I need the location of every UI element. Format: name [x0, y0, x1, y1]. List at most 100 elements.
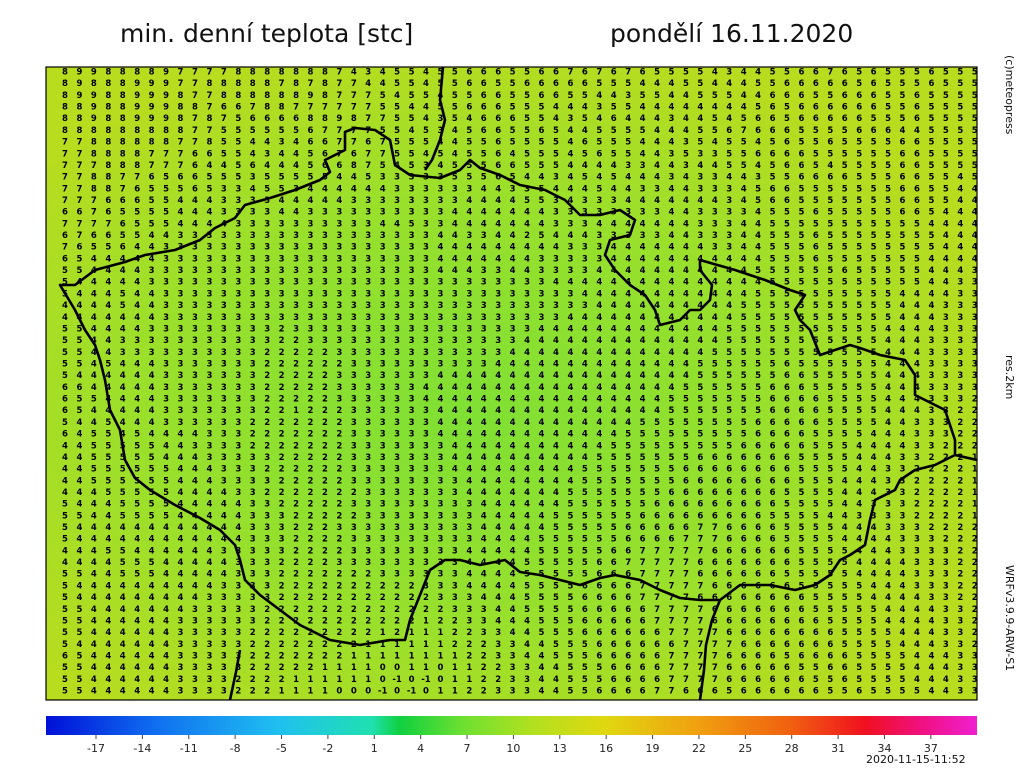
grid-value: 6 — [250, 161, 256, 171]
grid-value: 3 — [510, 336, 516, 346]
grid-value: 5 — [394, 126, 400, 136]
grid-value: 2 — [957, 418, 963, 428]
grid-value: 4 — [640, 395, 646, 405]
grid-value: 6 — [770, 196, 776, 206]
grid-value: 3 — [264, 289, 270, 299]
grid-value: 4 — [567, 395, 573, 405]
grid-value: 6 — [582, 138, 588, 148]
grid-value: 3 — [539, 254, 545, 264]
grid-value: 6 — [842, 79, 848, 89]
grid-value: 2 — [336, 616, 342, 626]
grid-value: 3 — [178, 616, 184, 626]
grid-value: 5 — [697, 138, 703, 148]
grid-value: 4 — [380, 68, 386, 78]
grid-value: 3 — [712, 149, 718, 159]
grid-value: 4 — [654, 114, 660, 124]
grid-value: 3 — [669, 173, 675, 183]
grid-value: 6 — [640, 663, 646, 673]
grid-value: 4 — [76, 523, 82, 533]
grid-value: 3 — [351, 383, 357, 393]
grid-value: 5 — [885, 289, 891, 299]
grid-value: 4 — [495, 465, 501, 475]
grid-value: 6 — [120, 196, 126, 206]
grid-value: 4 — [596, 313, 602, 323]
grid-value: 5 — [770, 348, 776, 358]
grid-value: 8 — [62, 91, 68, 101]
grid-value: 1 — [293, 406, 299, 416]
grid-value: 3 — [409, 301, 415, 311]
grid-value: 2 — [293, 523, 299, 533]
grid-value: 2 — [308, 500, 314, 510]
grid-value: 1 — [394, 640, 400, 650]
grid-value: 9 — [163, 68, 169, 78]
grid-value: 6 — [669, 523, 675, 533]
grid-value: 4 — [741, 231, 747, 241]
grid-value: 5 — [683, 430, 689, 440]
grid-value: 5 — [596, 523, 602, 533]
grid-value: 4 — [596, 219, 602, 229]
grid-value: 7 — [91, 219, 97, 229]
grid-value: 5 — [726, 138, 732, 148]
grid-value: 7 — [669, 616, 675, 626]
grid-value: 6 — [76, 383, 82, 393]
grid-value: 3 — [539, 301, 545, 311]
grid-value: 6 — [640, 628, 646, 638]
grid-value: 2 — [293, 395, 299, 405]
grid-value: 3 — [423, 418, 429, 428]
grid-value: 3 — [221, 616, 227, 626]
grid-value: 4 — [105, 558, 111, 568]
grid-value: 3 — [466, 360, 472, 370]
grid-value: 3 — [206, 278, 212, 288]
grid-value: 3 — [437, 523, 443, 533]
grid-value: 6 — [827, 663, 833, 673]
grid-value: 4 — [900, 289, 906, 299]
grid-value: 4 — [149, 231, 155, 241]
grid-value: 2 — [308, 348, 314, 358]
grid-value: 5 — [755, 348, 761, 358]
grid-value: 5 — [669, 465, 675, 475]
grid-value: 3 — [510, 640, 516, 650]
grid-value: 4 — [105, 301, 111, 311]
grid-value: 3 — [178, 418, 184, 428]
grid-value: 4 — [423, 114, 429, 124]
grid-value: 2 — [264, 616, 270, 626]
grid-value: 3 — [221, 453, 227, 463]
grid-value: 7 — [163, 149, 169, 159]
grid-value: 2 — [308, 441, 314, 451]
grid-value: 3 — [380, 523, 386, 533]
grid-value: 1 — [466, 663, 472, 673]
grid-value: 4 — [567, 161, 573, 171]
grid-value: 5 — [900, 266, 906, 276]
grid-value: 8 — [206, 114, 212, 124]
grid-value: 4 — [149, 360, 155, 370]
grid-value: 6 — [928, 68, 934, 78]
grid-value: 6 — [741, 511, 747, 521]
grid-value: 6 — [625, 675, 631, 685]
grid-value: 5 — [62, 418, 68, 428]
grid-value: 4 — [611, 243, 617, 253]
grid-value: 3 — [293, 254, 299, 264]
grid-value: 3 — [900, 511, 906, 521]
grid-value: 5 — [62, 523, 68, 533]
grid-value: 5 — [539, 231, 545, 241]
grid-value: 7 — [712, 675, 718, 685]
grid-value: 4 — [914, 313, 920, 323]
grid-value: 5 — [813, 593, 819, 603]
grid-value: 3 — [336, 278, 342, 288]
grid-value: 3 — [466, 184, 472, 194]
grid-value: 5 — [163, 500, 169, 510]
grid-value: 3 — [264, 219, 270, 229]
grid-value: 3 — [394, 231, 400, 241]
grid-value: 3 — [914, 581, 920, 591]
grid-value: 5 — [798, 488, 804, 498]
grid-value: 3 — [163, 406, 169, 416]
grid-value: 3 — [279, 289, 285, 299]
grid-value: 4 — [149, 523, 155, 533]
grid-value: 3 — [178, 675, 184, 685]
grid-value: 1 — [972, 488, 978, 498]
grid-value: 4 — [914, 406, 920, 416]
grid-value: 4 — [842, 500, 848, 510]
grid-value: 3 — [423, 523, 429, 533]
grid-value: 6 — [322, 138, 328, 148]
grid-value: 6 — [813, 103, 819, 113]
